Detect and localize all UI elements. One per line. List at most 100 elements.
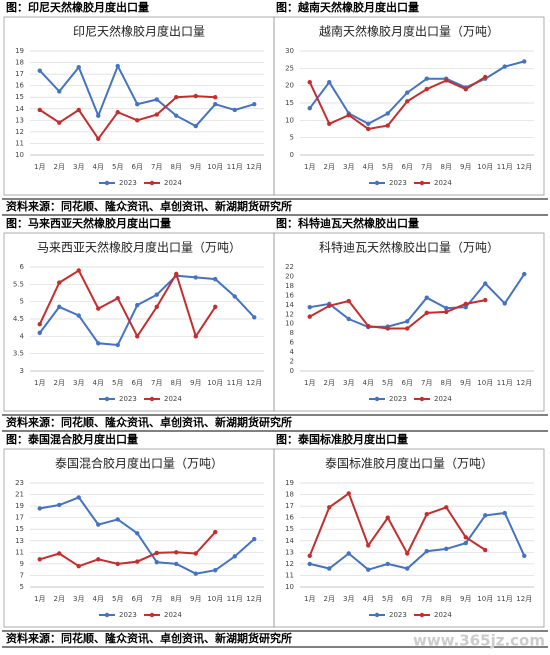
y-tick-label: 14 — [285, 537, 294, 545]
x-tick-label: 11月 — [227, 163, 243, 171]
data-point — [346, 491, 351, 496]
y-tick-label: 0 — [290, 367, 294, 375]
data-point — [327, 80, 332, 85]
series-line — [309, 299, 486, 330]
data-point — [115, 342, 120, 348]
y-tick-label: 18 — [285, 282, 294, 290]
data-point — [366, 323, 371, 329]
y-tick-label: 12 — [285, 560, 294, 568]
data-point — [96, 306, 101, 311]
data-point — [483, 547, 488, 553]
data-point — [37, 68, 42, 73]
x-tick-label: 10月 — [477, 595, 493, 603]
y-tick-label: 3.5 — [13, 350, 24, 358]
y-tick-label: 11 — [285, 571, 294, 579]
data-point — [252, 536, 257, 542]
data-point — [154, 304, 159, 310]
data-point — [405, 99, 410, 104]
y-tick-label: 5 — [20, 298, 24, 306]
data-point — [444, 309, 449, 315]
x-tick-label: 12月 — [246, 595, 262, 603]
x-tick-label: 4月 — [93, 163, 104, 171]
data-point — [57, 304, 62, 310]
x-tick-label: 11月 — [497, 163, 513, 171]
data-point — [96, 113, 101, 118]
x-tick-label: 1月 — [34, 379, 45, 387]
x-tick-label: 4月 — [93, 595, 104, 603]
data-point — [213, 101, 218, 107]
data-point — [366, 126, 371, 132]
series-line — [39, 63, 255, 128]
series-line — [309, 273, 526, 329]
x-tick-label: 2月 — [324, 595, 335, 603]
data-point — [37, 107, 42, 113]
x-tick-label: 3月 — [343, 595, 354, 603]
data-point — [115, 296, 120, 301]
data-point — [96, 522, 101, 527]
watermark: www.365jz.com — [413, 632, 545, 650]
y-tick-label: 15 — [285, 99, 294, 107]
data-point — [483, 281, 488, 286]
data-point — [96, 341, 101, 346]
x-tick-label: 7月 — [151, 379, 162, 387]
data-point — [193, 275, 198, 280]
y-tick-label: 9 — [20, 560, 24, 568]
data-point — [424, 76, 429, 81]
y-tick-label: 15 — [15, 525, 24, 533]
y-tick-label: 16 — [285, 514, 294, 522]
x-tick-label: 2月 — [54, 595, 65, 603]
y-tick-label: 17 — [15, 514, 24, 522]
data-point — [463, 535, 468, 540]
data-point — [57, 89, 62, 94]
y-tick-label: 5 — [290, 134, 294, 142]
legend-label: 2023 — [119, 395, 137, 403]
data-point — [57, 280, 62, 285]
data-point — [483, 297, 488, 303]
series-line — [39, 274, 256, 347]
x-tick-label: 3月 — [73, 595, 84, 603]
x-tick-label: 8月 — [171, 163, 182, 171]
data-point — [463, 304, 468, 310]
x-tick-label: 9月 — [460, 595, 471, 603]
x-tick-label: 12月 — [516, 379, 532, 387]
chart-title: 印尼天然橡胶月度出口量 — [73, 24, 205, 39]
y-tick-label: 6 — [290, 339, 295, 347]
y-tick-label: 13 — [285, 548, 294, 556]
y-tick-label: 4.5 — [13, 315, 24, 323]
data-point — [522, 271, 527, 277]
x-tick-label: 12月 — [516, 163, 532, 171]
data-point — [502, 301, 507, 306]
legend-swatch — [374, 612, 380, 618]
data-point — [385, 111, 390, 116]
data-point — [213, 568, 218, 573]
x-tick-label: 6月 — [402, 163, 413, 171]
data-point — [115, 561, 120, 567]
x-tick-label: 8月 — [441, 163, 452, 171]
x-tick-label: 10月 — [207, 595, 223, 603]
x-tick-label: 9月 — [190, 595, 201, 603]
data-point — [522, 59, 527, 64]
data-point — [193, 551, 198, 556]
data-point — [154, 550, 159, 556]
data-point — [174, 95, 179, 100]
data-point — [385, 326, 390, 331]
legend-label: 2023 — [389, 179, 407, 187]
y-tick-label: 3 — [20, 367, 24, 375]
data-point — [307, 314, 312, 319]
data-point — [405, 551, 410, 556]
data-point — [37, 557, 42, 562]
data-point — [444, 546, 449, 552]
legend-swatch — [149, 396, 155, 402]
x-tick-label: 4月 — [363, 595, 374, 603]
y-tick-label: 14 — [285, 301, 294, 309]
chart-title: 泰国混合胶月度出口量（万吨） — [55, 456, 223, 471]
data-point — [213, 529, 218, 535]
y-tick-label: 16 — [285, 291, 294, 299]
x-tick-label: 5月 — [112, 595, 123, 603]
x-tick-label: 9月 — [190, 163, 201, 171]
y-tick-label: 13 — [15, 116, 24, 124]
x-tick-label: 7月 — [151, 163, 162, 171]
legend-label: 2023 — [389, 611, 407, 619]
data-point — [76, 495, 81, 500]
legend-label: 2024 — [164, 611, 182, 619]
